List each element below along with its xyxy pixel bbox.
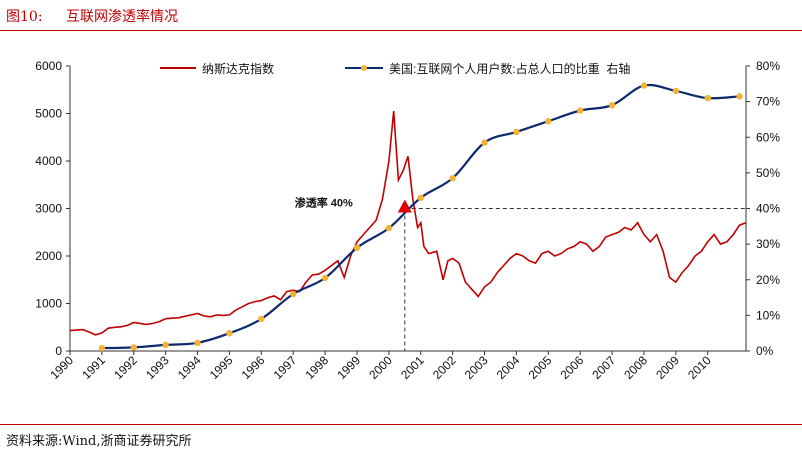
legend: 纳斯达克指数 美国:互联网个人用户数:占总人口的比重 右轴 <box>160 61 630 76</box>
right-tick-label: 70% <box>756 95 780 109</box>
figure-number: 图10: <box>6 9 43 25</box>
left-tick-label: 2000 <box>35 249 62 263</box>
internet-point <box>704 94 711 102</box>
left-tick-label: 5000 <box>35 107 62 121</box>
x-tick-label: 2010 <box>685 353 714 382</box>
x-tick-label: 2009 <box>653 353 682 382</box>
x-tick-label: 1992 <box>111 353 140 382</box>
internet-point <box>321 274 329 282</box>
internet-point <box>736 93 743 100</box>
x-tick-label: 1999 <box>334 353 363 382</box>
bottom-rule <box>0 424 802 425</box>
left-tick-label: 4000 <box>35 154 62 168</box>
left-tick-label: 6000 <box>35 59 62 73</box>
annotation: 渗透率 40% <box>295 196 412 213</box>
internet-point <box>672 87 680 95</box>
annotation-label: 渗透率 40% <box>295 196 353 210</box>
internet-point <box>162 341 169 349</box>
internet-point <box>417 194 424 202</box>
x-tick-label: 1994 <box>175 353 204 382</box>
nasdaq-line <box>69 111 747 336</box>
x-tick-label: 2004 <box>494 353 523 382</box>
internet-point <box>640 82 648 89</box>
right-tick-label: 60% <box>756 130 780 144</box>
left-tick-label: 0 <box>55 344 62 358</box>
legend-internet-label: 美国:互联网个人用户数:占总人口的比重 右轴 <box>389 61 630 76</box>
internet-point <box>258 315 265 323</box>
internet-point <box>449 175 456 182</box>
annotation-guides <box>404 208 746 351</box>
x-tick-label: 1998 <box>302 353 331 382</box>
left-tick-label: 3000 <box>35 202 62 216</box>
right-tick-label: 30% <box>756 237 780 251</box>
annotation-triangle <box>397 199 412 213</box>
right-tick-label: 0% <box>756 344 774 358</box>
internet-point <box>576 107 584 114</box>
x-tick-label: 2001 <box>398 353 427 382</box>
internet-point <box>608 101 616 109</box>
x-tick-label: 2007 <box>589 353 618 382</box>
left-axis-ticks: 0 1000 2000 3000 4000 5000 6000 <box>35 59 70 358</box>
x-tick-label: 1996 <box>239 353 268 382</box>
x-tick-label: 1990 <box>47 353 76 382</box>
source-note: 资料来源:Wind,浙商证券研究所 <box>6 434 192 449</box>
internet-penetration-line <box>101 83 740 350</box>
internet-point <box>98 344 106 352</box>
internet-point <box>481 139 488 146</box>
internet-point <box>513 128 520 136</box>
x-tick-label: 1995 <box>207 353 236 382</box>
right-tick-label: 50% <box>756 166 780 180</box>
internet-point <box>226 329 233 337</box>
left-tick-label: 1000 <box>35 297 62 311</box>
internet-point <box>353 244 361 251</box>
internet-point <box>545 118 552 125</box>
x-tick-label: 2003 <box>462 353 491 382</box>
legend-nasdaq-label: 纳斯达克指数 <box>202 61 274 76</box>
top-rule <box>0 30 802 31</box>
legend-internet-marker <box>361 65 367 71</box>
x-tick-label: 1997 <box>271 353 300 382</box>
x-tick-label: 1991 <box>79 353 108 382</box>
x-tick-label: 2000 <box>366 353 395 382</box>
figure-header: 图10: 互联网渗透率情况 <box>0 0 802 30</box>
x-tick-label: 2002 <box>430 353 459 382</box>
chart: 0 1000 2000 3000 4000 5000 6000 0% 10% 20% 30% 40%… <box>35 59 780 382</box>
internet-point <box>194 339 201 347</box>
right-axis-ticks: 0% 10% 20% 30% 40% 50% 60% 70% 80% <box>746 59 780 358</box>
x-tick-label: 2005 <box>526 353 555 382</box>
internet-point <box>130 344 137 351</box>
right-tick-label: 10% <box>756 308 780 322</box>
x-tick-label: 1993 <box>143 353 172 382</box>
internet-point <box>290 290 297 298</box>
x-axis-ticks: 1990 1991 1992 1993 1994 1995 1996 1997 1998 1999… <box>47 351 714 382</box>
x-tick-label: 2006 <box>558 353 587 382</box>
right-tick-label: 40% <box>756 202 780 216</box>
figure-title: 互联网渗透率情况 <box>66 9 178 25</box>
right-tick-label: 20% <box>756 273 780 287</box>
x-tick-label: 2008 <box>621 353 650 382</box>
internet-point <box>385 224 393 232</box>
internet-penetration-markers <box>98 82 743 352</box>
right-tick-label: 80% <box>756 59 780 73</box>
